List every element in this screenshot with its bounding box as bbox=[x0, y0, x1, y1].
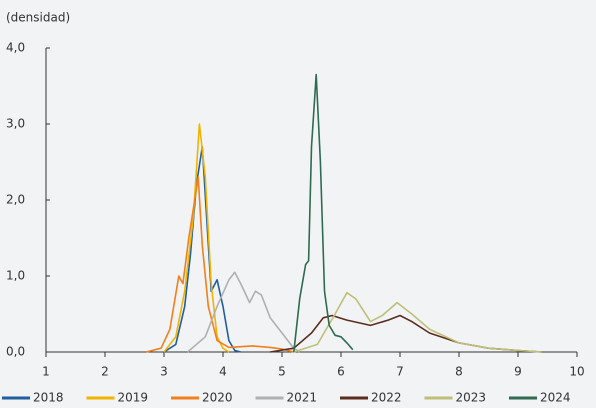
y-tick-label: 1,0 bbox=[6, 269, 25, 283]
x-tick-label: 4 bbox=[219, 365, 227, 379]
legend-label: 2020 bbox=[202, 391, 233, 405]
x-tick-label: 9 bbox=[514, 365, 522, 379]
x-tick-label: 10 bbox=[569, 365, 584, 379]
legend-label: 2018 bbox=[33, 391, 64, 405]
legend-label: 2024 bbox=[540, 391, 571, 405]
x-tick-label: 1 bbox=[42, 365, 50, 379]
y-tick-label: 4,0 bbox=[6, 41, 25, 55]
y-tick-label: 3,0 bbox=[6, 117, 25, 131]
y-axis-label: (densidad) bbox=[6, 11, 70, 25]
y-tick-label: 0,0 bbox=[6, 345, 25, 359]
density-line bbox=[146, 176, 294, 353]
density-line bbox=[163, 146, 241, 353]
density-line bbox=[293, 73, 354, 353]
legend-label: 2021 bbox=[287, 391, 318, 405]
legend-label: 2022 bbox=[371, 391, 402, 405]
legend-label: 2019 bbox=[118, 391, 149, 405]
x-tick-label: 5 bbox=[278, 365, 286, 379]
density-line bbox=[293, 291, 542, 353]
x-tick-label: 6 bbox=[337, 365, 345, 379]
x-tick-label: 7 bbox=[396, 365, 404, 379]
y-tick-label: 2,0 bbox=[6, 193, 25, 207]
legend-label: 2023 bbox=[456, 391, 487, 405]
density-line bbox=[187, 271, 301, 353]
density-line bbox=[163, 123, 230, 353]
x-tick-label: 8 bbox=[455, 365, 463, 379]
x-tick-label: 3 bbox=[160, 365, 168, 379]
x-tick-label: 2 bbox=[101, 365, 109, 379]
